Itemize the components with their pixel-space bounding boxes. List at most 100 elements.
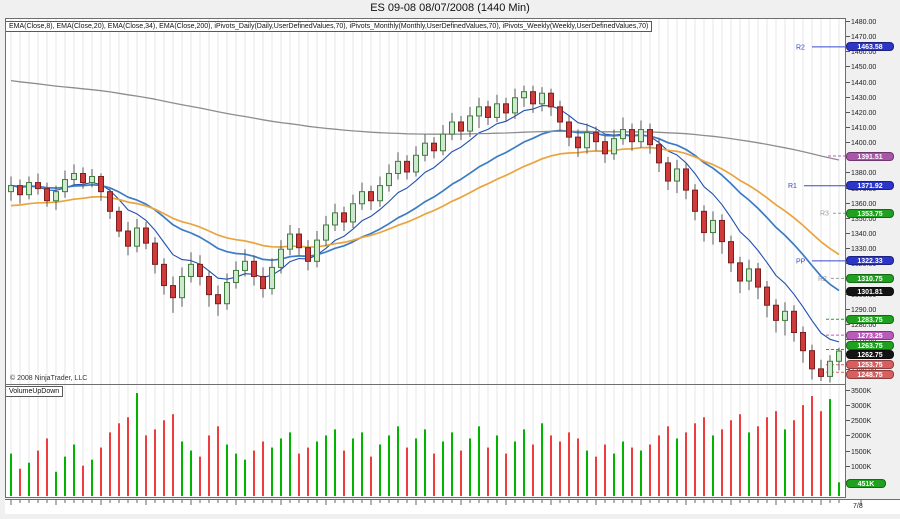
price-gridlines — [10, 19, 840, 384]
candle — [683, 168, 689, 191]
volume-axis[interactable]: 3500K3000K2500K2000K1500K1000K500K451K — [846, 385, 900, 497]
volume-bar — [298, 453, 300, 496]
volume-bar — [262, 441, 264, 496]
candle — [89, 176, 95, 184]
price-tick-label: 1420.00 — [846, 110, 876, 117]
svg-text:R3: R3 — [820, 211, 829, 218]
volume-tick-label: 2000K — [846, 433, 871, 440]
candle — [251, 260, 257, 277]
volume-bar — [19, 468, 21, 496]
candle — [548, 92, 554, 108]
candle — [737, 262, 743, 282]
volume-bar — [289, 432, 291, 496]
candle — [620, 129, 626, 140]
candle — [818, 368, 824, 377]
price-chart-svg[interactable]: R2 R1 R3 PP R2 — [6, 19, 845, 384]
price-badge: 1262.75 — [846, 349, 894, 359]
candle — [368, 191, 374, 202]
volume-bar — [136, 393, 138, 496]
volume-bar — [415, 438, 417, 496]
candle — [521, 91, 527, 99]
volume-bar — [694, 423, 696, 496]
copyright-text: © 2008 NinjaTrader, LLC — [10, 375, 88, 382]
volume-bar — [640, 450, 642, 496]
volume-bar — [379, 444, 381, 496]
volume-tick-label: 2500K — [846, 418, 871, 425]
volume-bar — [361, 432, 363, 496]
ema-lines — [10, 79, 840, 343]
candle — [656, 144, 662, 164]
candle — [647, 129, 653, 146]
price-tick-label: 1330.00 — [846, 246, 876, 253]
volume-bar — [10, 453, 12, 496]
price-tick-label: 1460.00 — [846, 49, 876, 56]
candle — [827, 360, 833, 377]
price-tick-label: 1340.00 — [846, 231, 876, 238]
svg-text:R1: R1 — [788, 183, 797, 190]
candle — [629, 129, 635, 143]
candle — [710, 219, 716, 234]
candle — [458, 121, 464, 132]
candle — [701, 210, 707, 234]
candle — [26, 182, 32, 196]
volume-bar — [46, 438, 48, 496]
candle — [206, 275, 212, 296]
volume-bar — [280, 438, 282, 496]
candle — [611, 138, 617, 155]
price-tick-label: 1280.00 — [846, 322, 876, 329]
volume-bar — [487, 447, 489, 496]
volume-bar — [352, 438, 354, 496]
candle — [134, 227, 140, 247]
volume-bar — [622, 441, 624, 496]
volume-bar — [55, 471, 57, 496]
volume-badge: 451K — [846, 478, 886, 488]
volume-chart-svg[interactable] — [6, 385, 845, 497]
volume-bar — [775, 411, 777, 496]
price-tick-label: 1350.00 — [846, 216, 876, 223]
ema-line — [10, 146, 840, 256]
candle — [107, 191, 113, 212]
volume-bar — [784, 429, 786, 496]
volume-bar — [802, 405, 804, 496]
candle — [296, 233, 302, 249]
candle — [413, 154, 419, 173]
price-badge: 1310.75 — [846, 273, 894, 283]
volume-bar — [757, 426, 759, 496]
volume-bar — [433, 453, 435, 496]
candle — [17, 185, 23, 196]
volume-bar — [100, 447, 102, 496]
candle — [44, 188, 50, 202]
candle — [359, 191, 365, 205]
price-tick-label: 1480.00 — [846, 19, 876, 26]
time-axis[interactable]: 7/8 — [5, 499, 900, 514]
volume-bar — [559, 441, 561, 496]
price-axis[interactable]: 1480.00 1470.00 1460.00 1450.00 1440.00 1430.… — [846, 18, 900, 385]
volume-panel[interactable]: VolumeUpDown — [5, 385, 846, 498]
volume-bar — [28, 462, 30, 496]
candle — [728, 241, 734, 264]
volume-bar — [172, 414, 174, 496]
volume-bar — [118, 423, 120, 496]
volume-bar — [73, 444, 75, 496]
volume-bar — [811, 396, 813, 496]
candle — [116, 210, 122, 232]
candle — [62, 179, 68, 193]
volume-bar — [820, 411, 822, 496]
volume-bar — [478, 426, 480, 496]
volume-bar — [649, 444, 651, 496]
candle — [305, 247, 311, 262]
candle — [35, 182, 41, 190]
volume-bar — [64, 456, 66, 496]
price-tick-label: 1450.00 — [846, 64, 876, 71]
volume-bar — [604, 444, 606, 496]
candle — [512, 97, 518, 114]
volume-bar — [307, 447, 309, 496]
candle — [503, 103, 509, 114]
volume-tick-label: 1500K — [846, 449, 871, 456]
volume-bar — [829, 399, 831, 496]
volume-bar — [370, 456, 372, 496]
candle — [188, 263, 194, 277]
volume-bar — [685, 432, 687, 496]
volume-bar — [721, 429, 723, 496]
price-panel[interactable]: R2 R1 R3 PP R2 EMA(Close,8), EMA(Close,20), … — [5, 18, 846, 385]
